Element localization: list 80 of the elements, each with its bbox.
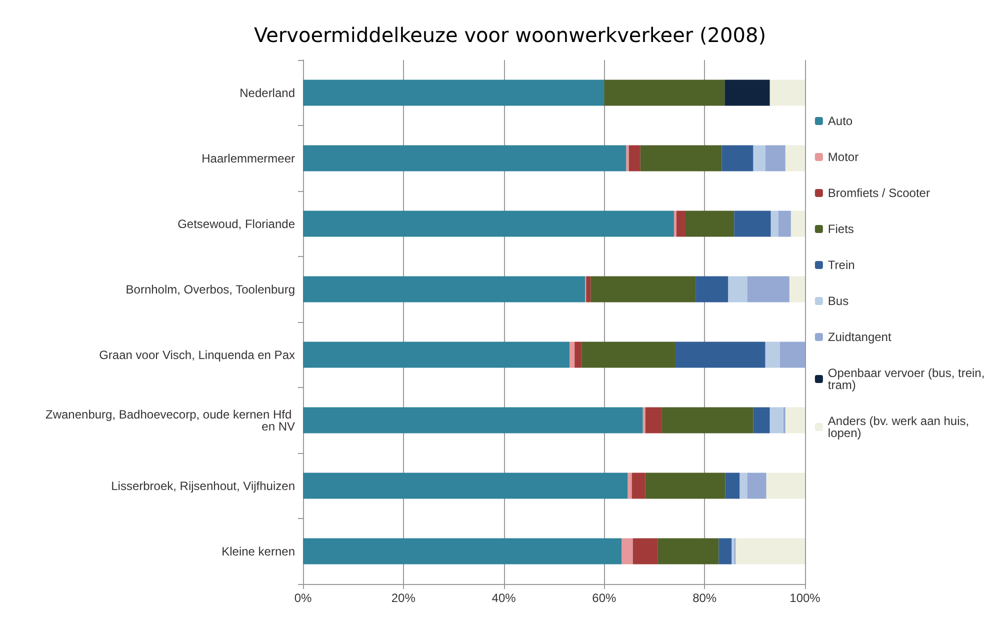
bar bbox=[604, 80, 725, 106]
x-tick-label: 0% bbox=[294, 591, 312, 605]
bar bbox=[645, 472, 726, 499]
bar bbox=[718, 538, 732, 564]
bar bbox=[570, 342, 575, 368]
bar bbox=[632, 472, 646, 499]
bar bbox=[685, 210, 734, 237]
bar bbox=[724, 80, 770, 106]
y-tick-label: Kleine kernen bbox=[222, 544, 295, 558]
y-tick-label: Lisserbroek, Rijsenhout, Vijfhuizen bbox=[111, 478, 295, 493]
bar bbox=[303, 210, 674, 237]
bar bbox=[640, 145, 722, 172]
y-tick-label: Bornholm, Overbos, Toolenburg bbox=[126, 282, 295, 296]
bar bbox=[303, 145, 626, 172]
bar bbox=[303, 80, 604, 106]
y-tick-label: Getsewoud, Floriande bbox=[178, 216, 296, 231]
bar bbox=[632, 538, 658, 564]
bar bbox=[586, 276, 591, 302]
bar bbox=[590, 276, 696, 302]
bar bbox=[303, 538, 622, 564]
x-tick-label: 60% bbox=[592, 591, 617, 605]
bar bbox=[622, 538, 633, 564]
bar bbox=[780, 342, 805, 368]
bar bbox=[765, 342, 780, 368]
bar bbox=[770, 210, 778, 237]
bar bbox=[770, 407, 784, 434]
bar bbox=[645, 407, 662, 434]
legend-label: Auto bbox=[828, 114, 853, 128]
bar bbox=[722, 145, 754, 172]
bar bbox=[790, 210, 805, 237]
bar bbox=[728, 276, 748, 302]
bar bbox=[734, 210, 771, 237]
x-tick-label: 80% bbox=[692, 591, 717, 605]
bar bbox=[628, 472, 632, 499]
x-tick-label: 20% bbox=[391, 591, 416, 605]
bar bbox=[725, 472, 740, 499]
y-tick-label: Haarlemmermeer bbox=[202, 151, 295, 166]
bar bbox=[785, 145, 805, 172]
bar bbox=[789, 276, 805, 302]
bar bbox=[582, 342, 676, 368]
bar bbox=[770, 80, 805, 106]
bar bbox=[740, 472, 748, 499]
legend-label: Bromfiets / Scooter bbox=[828, 186, 930, 200]
bar bbox=[303, 342, 570, 368]
bar bbox=[696, 276, 728, 302]
y-tick-label: Nederland bbox=[240, 86, 295, 100]
bar bbox=[676, 210, 686, 237]
legend-label: Openbaar vervoer (bus, trein, tram) bbox=[828, 366, 988, 392]
bar bbox=[303, 472, 628, 499]
bar bbox=[753, 145, 766, 172]
bar bbox=[628, 145, 640, 172]
bar bbox=[303, 407, 643, 434]
legend-label: Bus bbox=[828, 294, 849, 308]
y-tick-label: Zwanenburg, Badhoevecorp, oude kernen Hfd en NV bbox=[46, 407, 295, 434]
bar bbox=[785, 407, 805, 434]
bar bbox=[626, 145, 629, 172]
x-tick-label: 40% bbox=[492, 591, 516, 605]
legend-label: Zuidtangent bbox=[828, 330, 892, 344]
bar bbox=[765, 145, 786, 172]
bar bbox=[766, 472, 805, 499]
legend-label: Motor bbox=[828, 150, 859, 164]
bar bbox=[662, 407, 754, 434]
legend-label: Anders (bv. werk aan huis,lopen) bbox=[828, 414, 970, 440]
chart-title: Vervoermiddelkeuze voor woonwerkverkeer (2008) bbox=[254, 23, 766, 47]
bar bbox=[753, 407, 770, 434]
y-tick-label: Graan voor Visch, Linquenda en Pax bbox=[99, 348, 295, 362]
bar bbox=[642, 407, 646, 434]
x-tick-label: 100% bbox=[790, 591, 821, 605]
bar bbox=[747, 276, 790, 302]
bar bbox=[736, 538, 805, 564]
bar bbox=[732, 538, 734, 564]
bar bbox=[574, 342, 582, 368]
bar bbox=[674, 210, 676, 237]
legend-label: Trein bbox=[828, 258, 855, 272]
legend-label: Fiets bbox=[828, 222, 854, 236]
bar bbox=[778, 210, 791, 237]
bar bbox=[747, 472, 766, 499]
bar bbox=[675, 342, 766, 368]
bar bbox=[303, 276, 586, 302]
bar bbox=[658, 538, 719, 564]
